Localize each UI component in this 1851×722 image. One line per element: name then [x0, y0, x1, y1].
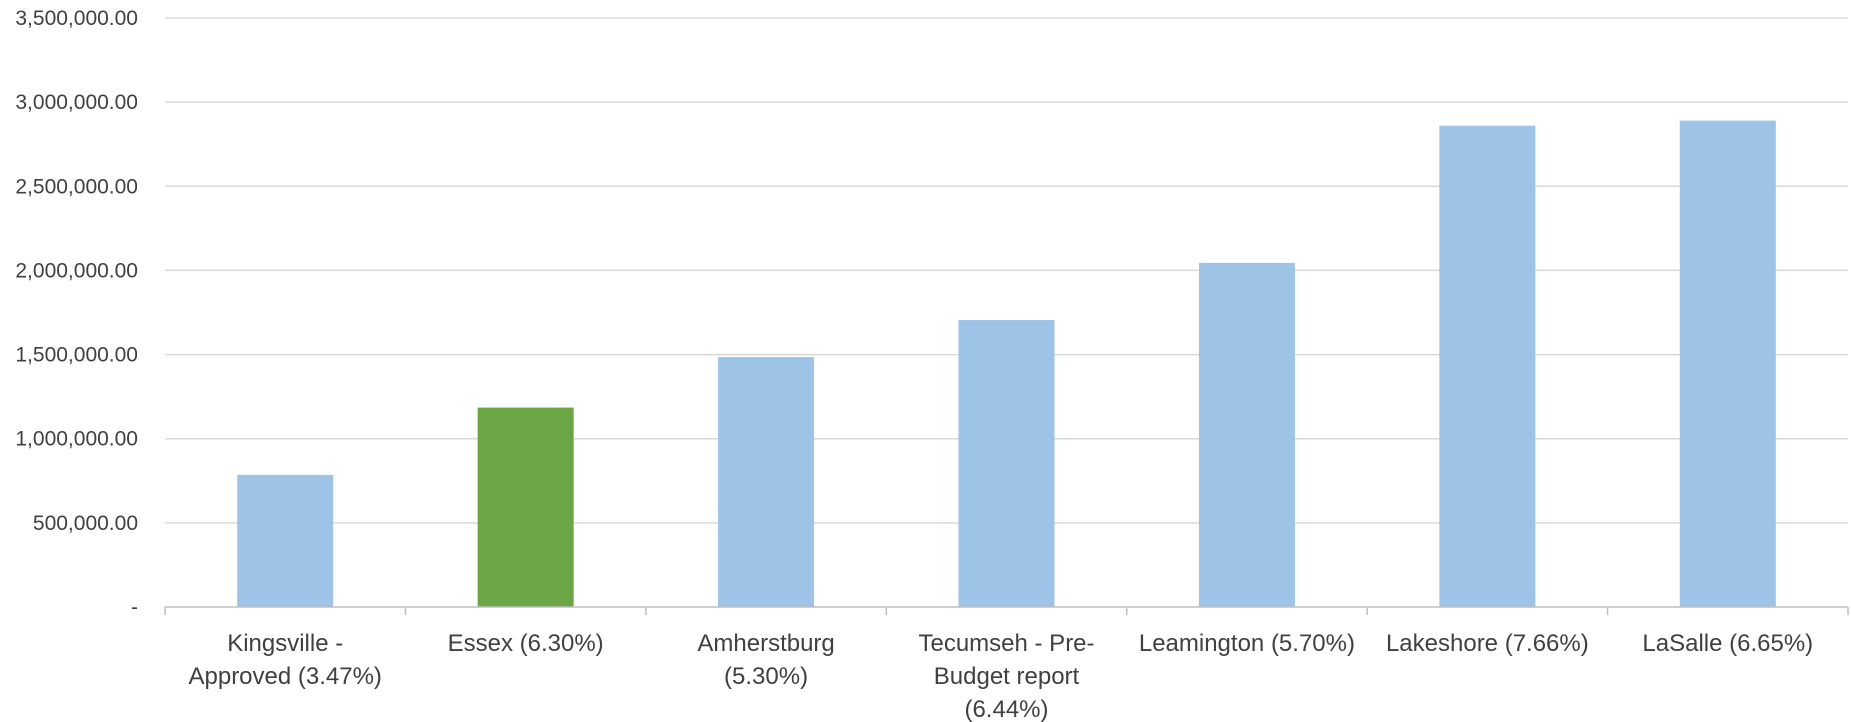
bar — [477, 407, 574, 607]
y-tick-label: 1,500,000.00 — [15, 344, 138, 367]
x-axis — [164, 606, 1849, 615]
bar — [718, 357, 815, 607]
y-tick-label: 2,000,000.00 — [15, 259, 138, 282]
y-tick-label: 3,000,000.00 — [15, 91, 138, 114]
x-tick-label: Essex (6.30%) — [448, 630, 604, 657]
x-tick-label: LaSalle (6.65%) — [1642, 630, 1813, 657]
bar — [1679, 120, 1776, 607]
x-tick-label: Tecumseh - Pre-Budget report (6.44%) — [918, 630, 1094, 722]
y-tick-label: 2,500,000.00 — [15, 175, 138, 198]
x-tick-label: Kingsville -Approved (3.47%) — [188, 630, 381, 690]
y-axis-tick-labels: - 500,000.00 1,000,000.00 1,500,000.00 2,000… — [15, 7, 138, 619]
y-tick-label: 1,000,000.00 — [15, 428, 138, 451]
bars — [237, 120, 1776, 608]
x-axis-tick-labels: Kingsville -Approved (3.47%) Essex (6.30%… — [188, 630, 1813, 722]
bar — [1439, 125, 1536, 608]
y-tick-label: 3,500,000.00 — [15, 7, 138, 30]
x-tick-label: Leamington (5.70%) — [1139, 630, 1355, 657]
x-tick-label: Amherstburg (5.30%) — [697, 630, 834, 690]
bar — [958, 320, 1055, 607]
y-tick-label: - — [131, 596, 138, 619]
x-tick-label: Lakeshore (7.66%) — [1386, 630, 1589, 657]
bar — [237, 474, 334, 607]
bar — [1198, 262, 1295, 607]
y-tick-label: 500,000.00 — [33, 512, 138, 535]
